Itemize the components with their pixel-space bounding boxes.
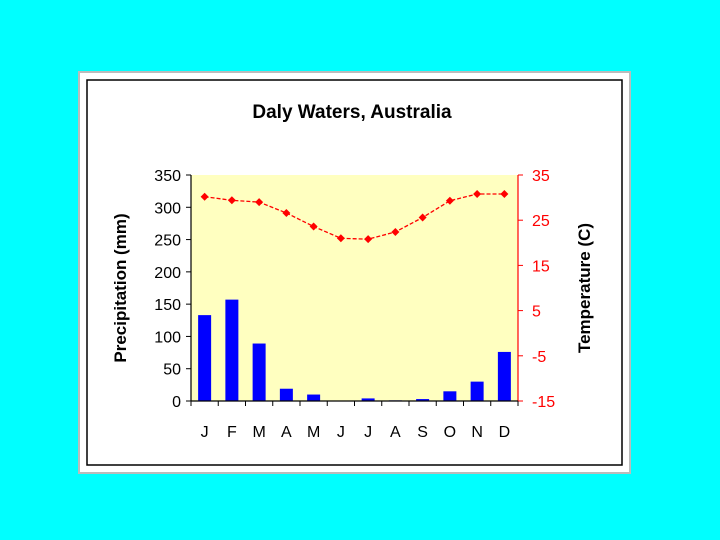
chart-title: Daly Waters, Australia — [252, 102, 452, 123]
left-tick-label: 150 — [154, 297, 181, 314]
left-tick-label: 50 — [163, 362, 181, 379]
precipitation-bar — [443, 391, 457, 401]
temperature-point — [227, 196, 236, 205]
temperature-point — [391, 227, 400, 236]
temperature-point — [255, 198, 264, 207]
x-tick-label: O — [444, 424, 456, 441]
left-axis-ticks: 0 50 100 150 200 250 300 350 — [154, 168, 191, 411]
temperature-point — [418, 213, 427, 222]
x-tick-label: J — [364, 424, 372, 441]
right-tick-label: 35 — [532, 168, 550, 185]
right-tick-label: 5 — [532, 304, 541, 321]
left-tick-label: 100 — [154, 329, 181, 346]
x-tick-label: F — [227, 424, 237, 441]
left-tick-label: 350 — [154, 168, 181, 185]
plot-area — [191, 175, 518, 401]
temperature-point — [473, 189, 482, 198]
precipitation-bar — [416, 399, 430, 401]
precipitation-bar — [225, 299, 239, 401]
chart-inner-border — [86, 79, 623, 466]
left-tick-label: 200 — [154, 265, 181, 282]
left-tick-label: 300 — [154, 200, 181, 217]
x-tick-label: N — [471, 424, 483, 441]
right-axis-label: Temperature (C) — [575, 223, 594, 353]
precipitation-bar — [361, 398, 375, 401]
left-tick-label: 250 — [154, 233, 181, 250]
right-tick-label: 25 — [532, 213, 550, 230]
temperature-point — [336, 234, 345, 243]
precipitation-bar — [279, 388, 293, 401]
x-tick-label: A — [390, 424, 401, 441]
precipitation-bar — [307, 394, 321, 401]
precipitation-bar — [497, 351, 511, 401]
temperature-point — [445, 196, 454, 205]
temperature-series — [200, 189, 509, 244]
temperature-point — [200, 192, 209, 201]
temperature-point — [364, 235, 373, 244]
x-tick-label: A — [281, 424, 292, 441]
temperature-point — [309, 222, 318, 231]
right-tick-label: -5 — [532, 349, 546, 366]
precipitation-bars — [198, 299, 511, 401]
right-tick-label: -15 — [532, 394, 555, 411]
temperature-point — [500, 189, 509, 198]
x-tick-label: J — [337, 424, 345, 441]
x-tick-label: M — [252, 424, 265, 441]
right-tick-label: 15 — [532, 258, 550, 275]
x-tick-label: S — [417, 424, 428, 441]
left-tick-label: 0 — [172, 394, 181, 411]
x-tick-label: D — [499, 424, 511, 441]
right-axis-ticks: -15 -5 5 15 25 35 — [518, 168, 555, 411]
precipitation-bar — [198, 315, 212, 401]
temperature-line — [204, 193, 505, 240]
precipitation-bar — [252, 343, 266, 401]
temperature-point — [282, 208, 291, 217]
x-tick-label: M — [307, 424, 320, 441]
precipitation-bar — [470, 381, 484, 401]
x-tick-label: J — [201, 424, 209, 441]
left-axis-label: Precipitation (mm) — [111, 213, 130, 362]
